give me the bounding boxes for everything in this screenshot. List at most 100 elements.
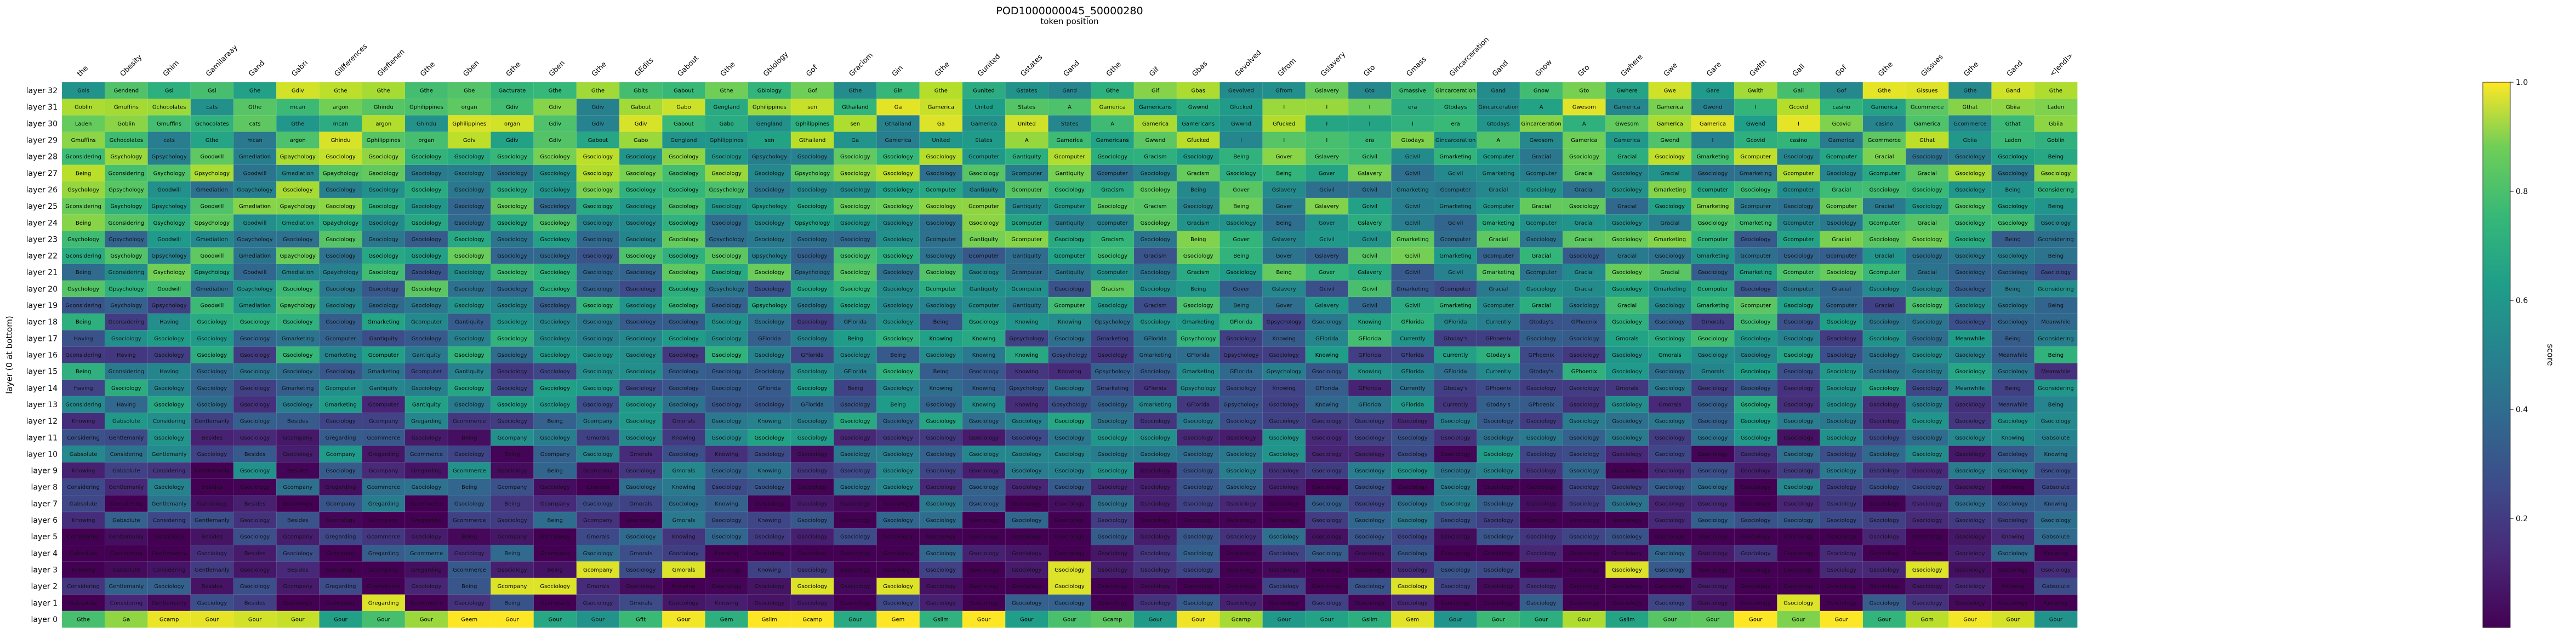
cell-token-label: Gsociology [540, 369, 570, 375]
heatmap-cell [833, 98, 877, 116]
heatmap-cell [1991, 197, 2035, 215]
cell-token-label: Gsociology [1097, 435, 1127, 441]
cell-token-label: GFlorida [1358, 336, 1381, 342]
cell-token-label: Gcivil [1362, 187, 1377, 193]
cell-token-label: GFlorida [1401, 320, 1424, 326]
cell-token-label: Gpsychology [151, 204, 186, 210]
cell-token-label: Gsociology [1698, 270, 1728, 276]
cell-token-label: Gsociology [1269, 419, 1299, 425]
cell-token-label: Gincarceration [1435, 88, 1475, 94]
cell-token-label: Being [547, 419, 562, 425]
heatmap-cell [1519, 214, 1563, 232]
column-label: Gthe [719, 60, 737, 78]
cell-token-label: Gsociology [840, 402, 870, 408]
cell-token-label: Gsociology [540, 220, 570, 226]
heatmap-cell [1991, 132, 2035, 149]
cell-token-label: Gsociology [540, 402, 570, 408]
cell-token-label: Gsociology [412, 534, 442, 540]
heatmap-cell [1648, 115, 1692, 133]
cell-token-label: Gmarketing [1139, 402, 1172, 408]
cell-token-label: Gsociology [926, 270, 956, 276]
cell-token-label: Gsociology [1912, 286, 1942, 292]
cell-token-label: Gcompany [326, 501, 356, 507]
cell-token-label: Gsociology [197, 385, 227, 391]
heatmap-cell [1133, 247, 1177, 265]
cell-token-label: Gsociology [1826, 369, 1856, 375]
cell-token-label: Gsociology [197, 551, 227, 557]
heatmap-cell [662, 181, 706, 198]
cell-token-label: Gabout [588, 138, 608, 144]
cell-token-label: Gsociology [1141, 187, 1171, 193]
cell-token-label: Gmuffins [114, 105, 139, 111]
cell-token-label: Gto [1579, 88, 1589, 94]
heatmap-cell [362, 214, 406, 232]
cell-token-label: Gsociology [1698, 452, 1728, 458]
cell-token-label: Gsociology [1569, 336, 1599, 342]
cell-token-label: Gcivil [1405, 220, 1421, 226]
cell-token-label: Gsociology [1655, 551, 1685, 557]
cell-token-label: Gcompany [369, 567, 398, 573]
cell-token-label: Gsociology [454, 402, 485, 408]
cell-token-label: Gsociology [197, 336, 227, 342]
heatmap-cell [447, 115, 491, 133]
cell-token-label: Gsociology [926, 170, 956, 176]
cell-token-label: Gsociology [1269, 352, 1299, 358]
cell-token-label: Gsociology [1183, 154, 1213, 160]
heatmap-cell [447, 82, 491, 99]
cell-token-label: Gsociology [1955, 237, 1985, 243]
cell-token-label: Gsociology [2041, 170, 2071, 176]
cell-token-label: Gsociology [1783, 584, 1814, 590]
cell-token-label: Gamerica [928, 105, 954, 111]
heatmap-cell [1133, 214, 1177, 232]
cell-token-label: Gsociology [1569, 600, 1599, 606]
cell-token-label: Gsociology [1698, 501, 1728, 507]
cell-token-label: Gcamp [802, 617, 822, 623]
cell-token-label: Gsociology [1269, 534, 1299, 540]
cell-token-label: Gconsidering [65, 352, 101, 358]
cell-token-label: Gbits [634, 88, 648, 94]
cell-token-label: Gsociology [969, 220, 999, 226]
cell-token-label: Gsociology [1398, 584, 1428, 590]
cell-token-label: Knowing [1015, 369, 1039, 375]
cell-token-label: Gsociology [1912, 600, 1942, 606]
cell-token-label: Gmarketing [1697, 303, 1729, 309]
cell-token-label: Gamericans [1139, 105, 1172, 111]
cell-token-label: Gsociology [1097, 584, 1127, 590]
cell-token-label: Gsociology [368, 220, 398, 226]
heatmap-cell [104, 231, 149, 248]
cell-token-label: Gsociology [454, 336, 485, 342]
cell-token-label: Gsociology [797, 286, 828, 292]
cell-token-label: Gantiquity [412, 352, 441, 358]
heatmap-cell [1820, 148, 1863, 166]
cell-token-label: Gcivil [1362, 253, 1377, 259]
cell-token-label: Gthe [1106, 88, 1119, 94]
cell-token-label: casino [1789, 138, 1807, 144]
cell-token-label: Gcompany [283, 534, 312, 540]
heatmap-cell [1820, 247, 1863, 265]
cell-token-label: Gentlemanly [152, 551, 187, 557]
cell-token-label: Gsociology [1183, 435, 1213, 441]
cell-token-label: Gsociology [497, 518, 527, 524]
cell-token-label: Gantiquity [1012, 204, 1041, 210]
cell-token-label: Gentlemanly [195, 468, 230, 474]
cell-token-label: Ghe [249, 88, 260, 94]
heatmap-cell [1562, 115, 1606, 133]
cell-token-label: Gsociology [1783, 468, 1814, 474]
cell-token-label: Gsociology [883, 484, 913, 491]
cell-token-label: Gsociology [926, 352, 956, 358]
cell-token-label: Gsociology [1998, 270, 2028, 276]
heatmap-cell [1048, 164, 1092, 182]
cell-token-label: Gabsolute [70, 452, 98, 458]
heatmap-cell [1305, 264, 1349, 281]
heatmap-cell [1048, 264, 1092, 281]
cell-token-label: Gsociology [755, 452, 785, 458]
cell-token-label: Gsociology [840, 220, 870, 226]
cell-token-label: Gsociology [583, 270, 613, 276]
cell-token-label: Gsociology [1826, 385, 1856, 391]
cell-token-label: Gsociology [883, 320, 913, 326]
cell-token-label: A [1110, 121, 1114, 127]
cell-token-label: Laden [2004, 138, 2021, 144]
cell-token-label: Gsociology [1826, 584, 1856, 590]
cell-token-label: Gpaychology [237, 286, 272, 292]
cell-token-label: Gsociology [1526, 534, 1557, 540]
